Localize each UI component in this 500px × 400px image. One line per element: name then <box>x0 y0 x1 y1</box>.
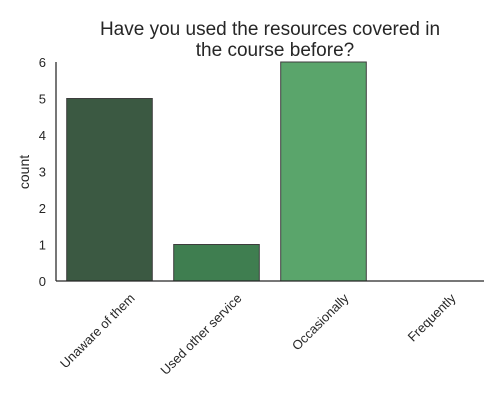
y-axis-label: count <box>16 155 32 189</box>
chart-title-line-1: Have you used the resources covered in <box>100 19 440 40</box>
y-tick-label: 3 <box>39 165 46 180</box>
x-tick-label: Frequently <box>405 290 459 344</box>
y-tick-label: 6 <box>39 55 46 70</box>
bars-group <box>66 61 367 282</box>
bar-unaware-of-them <box>66 98 153 282</box>
chart-title-line-2: the course before? <box>196 40 354 61</box>
y-tick-label: 2 <box>39 201 46 216</box>
bar-used-other-service <box>173 244 260 282</box>
y-tick-label: 0 <box>39 274 46 289</box>
x-tick-label: Unaware of them <box>57 291 138 372</box>
y-tick-label: 5 <box>39 92 46 107</box>
x-tick-label: Used other service <box>157 291 244 378</box>
x-tick-label: Occasionally <box>289 290 352 353</box>
y-tick-label: 1 <box>39 238 46 253</box>
x-ticks-group: Unaware of them Used other service Occasio… <box>57 290 459 378</box>
y-tick-label: 4 <box>39 128 46 143</box>
bar-occasionally <box>280 61 367 282</box>
y-ticks-group: 0 1 2 3 4 5 6 <box>39 55 46 289</box>
